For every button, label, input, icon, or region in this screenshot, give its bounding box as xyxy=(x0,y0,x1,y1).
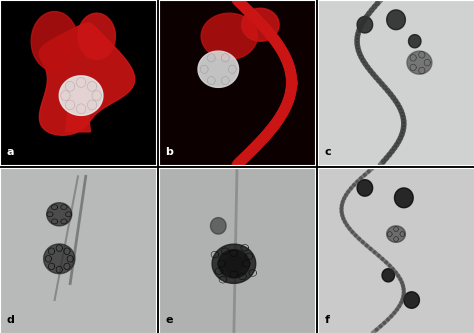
Polygon shape xyxy=(394,188,413,208)
Polygon shape xyxy=(198,51,238,87)
Polygon shape xyxy=(210,217,226,234)
Text: d: d xyxy=(6,315,14,325)
Polygon shape xyxy=(219,250,249,278)
Polygon shape xyxy=(212,244,255,283)
Text: b: b xyxy=(165,147,173,157)
Polygon shape xyxy=(407,51,432,74)
Polygon shape xyxy=(409,35,421,48)
Polygon shape xyxy=(404,292,419,308)
Polygon shape xyxy=(78,13,115,59)
Polygon shape xyxy=(225,255,243,272)
Polygon shape xyxy=(39,23,135,135)
Text: e: e xyxy=(165,315,173,325)
Text: c: c xyxy=(324,147,331,157)
Polygon shape xyxy=(44,244,75,274)
Text: a: a xyxy=(6,147,14,157)
Polygon shape xyxy=(242,8,279,41)
Polygon shape xyxy=(59,76,103,116)
Polygon shape xyxy=(65,91,91,132)
Polygon shape xyxy=(31,12,78,71)
Polygon shape xyxy=(47,203,72,226)
Text: f: f xyxy=(324,315,329,325)
Polygon shape xyxy=(357,180,373,196)
Polygon shape xyxy=(357,17,373,33)
Polygon shape xyxy=(387,226,405,242)
Polygon shape xyxy=(201,13,257,59)
Polygon shape xyxy=(387,10,405,30)
Polygon shape xyxy=(382,269,394,282)
